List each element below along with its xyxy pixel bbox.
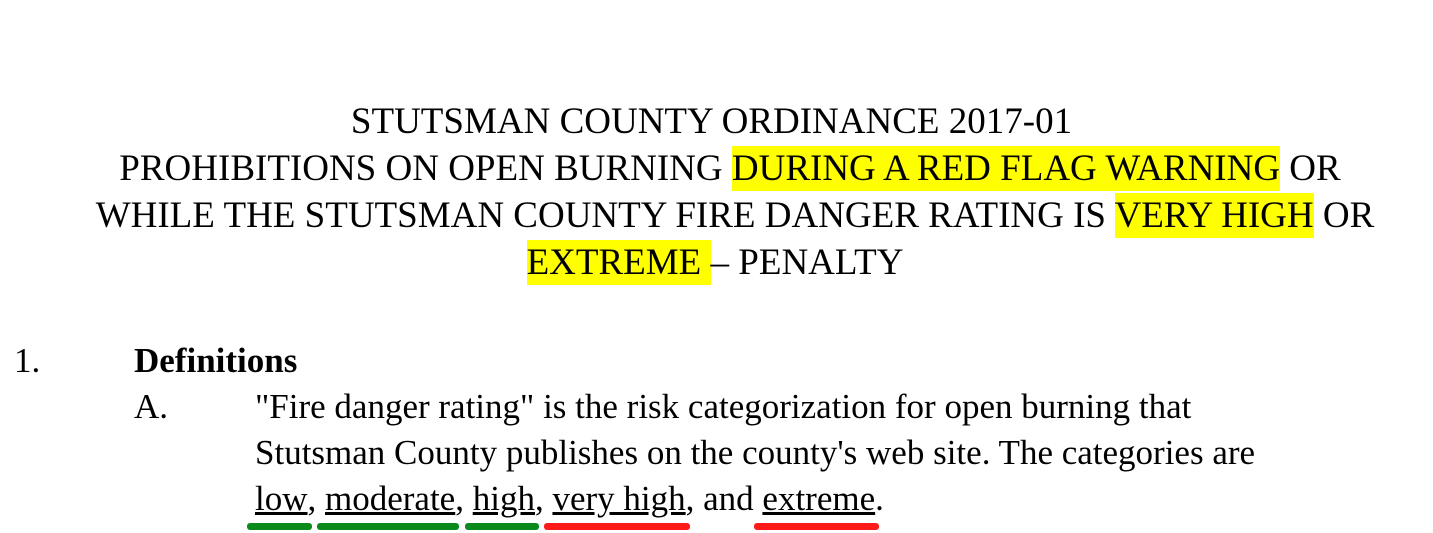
- highlight-extreme: EXTREME: [526, 240, 711, 285]
- sentence-end: .: [875, 479, 884, 518]
- definition-paragraph: "Fire danger rating" is the risk categor…: [247, 384, 1425, 530]
- definition-line-2: Stutsman County publishes on the county'…: [255, 433, 1256, 472]
- title-line-3-text: WHILE THE STUTSMAN COUNTY FIRE DANGER RA…: [95, 195, 1115, 236]
- category-very-high: very high: [544, 476, 690, 530]
- separator: ,: [307, 479, 325, 518]
- category-low: low: [247, 476, 311, 530]
- section-number: 1.: [14, 341, 41, 380]
- definition-line-3: low, moderate, high, very high, and extr…: [247, 476, 1425, 530]
- ordinance-title: STUTSMAN COUNTY ORDINANCE 2017-01 PROHIB…: [0, 98, 1433, 286]
- separator: , and: [685, 479, 763, 518]
- item-letter: A.: [134, 387, 169, 426]
- title-line-4-end: – PENALTY: [710, 242, 904, 283]
- title-line-3-end: OR: [1313, 195, 1375, 236]
- category-extreme: extreme: [754, 476, 879, 530]
- separator: ,: [534, 479, 553, 518]
- category-high: high: [464, 476, 540, 530]
- separator: ,: [455, 479, 473, 518]
- highlight-very-high: VERY HIGH: [1114, 193, 1314, 238]
- definition-line-1: "Fire danger rating" is the risk categor…: [255, 387, 1192, 426]
- category-moderate: moderate: [316, 476, 460, 530]
- title-line-2: PROHIBITIONS ON OPEN BURNING DURING A RE…: [0, 145, 1433, 192]
- title-line-4: EXTREME – PENALTY: [0, 239, 1433, 286]
- title-line-3: WHILE THE STUTSMAN COUNTY FIRE DANGER RA…: [0, 192, 1433, 239]
- title-line-1: STUTSMAN COUNTY ORDINANCE 2017-01: [350, 101, 1073, 142]
- highlight-red-flag-warning: DURING A RED FLAG WARNING: [731, 146, 1281, 191]
- section-heading: Definitions: [134, 341, 298, 380]
- title-line-2-end: OR: [1280, 148, 1341, 189]
- title-line-2-text: PROHIBITIONS ON OPEN BURNING: [119, 148, 732, 189]
